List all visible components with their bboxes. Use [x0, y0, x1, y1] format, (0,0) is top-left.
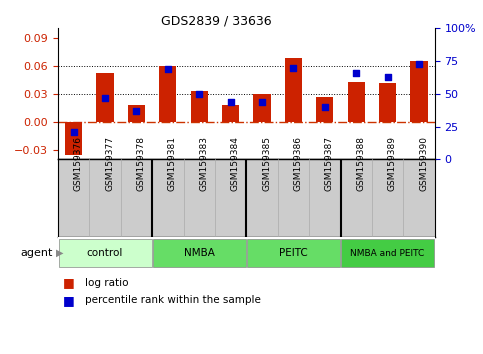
Text: percentile rank within the sample: percentile rank within the sample — [85, 295, 260, 305]
Text: log ratio: log ratio — [85, 278, 128, 288]
Bar — [254, 94, 270, 122]
Text: agent: agent — [21, 248, 53, 258]
Point — [195, 91, 203, 97]
Bar — [411, 61, 427, 122]
Bar — [128, 105, 145, 122]
Bar — [316, 97, 333, 122]
Text: GSM159376: GSM159376 — [73, 136, 83, 191]
Text: control: control — [87, 248, 123, 258]
Bar — [159, 66, 176, 122]
Text: GSM159383: GSM159383 — [199, 136, 208, 191]
Point — [384, 74, 392, 80]
Bar — [222, 105, 239, 122]
Text: ■: ■ — [63, 276, 74, 289]
Point — [258, 99, 266, 104]
Text: GSM159377: GSM159377 — [105, 136, 114, 191]
Bar — [247, 239, 340, 268]
Bar — [285, 58, 302, 122]
Text: GSM159387: GSM159387 — [325, 136, 334, 191]
Text: NMBA and PEITC: NMBA and PEITC — [351, 249, 425, 258]
Bar — [379, 82, 396, 122]
Point — [101, 95, 109, 101]
Point — [70, 129, 78, 135]
Point — [227, 99, 235, 104]
Text: PEITC: PEITC — [279, 248, 308, 258]
Point — [133, 108, 141, 114]
Text: GSM159378: GSM159378 — [137, 136, 145, 191]
Text: ▶: ▶ — [56, 248, 63, 258]
Text: GSM159385: GSM159385 — [262, 136, 271, 191]
Point — [353, 70, 360, 76]
Text: NMBA: NMBA — [184, 248, 214, 258]
Bar — [65, 122, 82, 155]
Title: GDS2839 / 33636: GDS2839 / 33636 — [161, 14, 271, 27]
Bar — [58, 239, 152, 268]
Text: GSM159384: GSM159384 — [231, 136, 240, 191]
Bar — [348, 82, 365, 122]
Text: GSM159386: GSM159386 — [294, 136, 302, 191]
Text: GSM159390: GSM159390 — [419, 136, 428, 191]
Point — [290, 65, 298, 70]
Point — [415, 61, 423, 67]
Bar — [191, 91, 208, 122]
Text: GSM159389: GSM159389 — [387, 136, 397, 191]
Bar — [341, 239, 434, 268]
Point — [321, 104, 328, 110]
Text: GSM159381: GSM159381 — [168, 136, 177, 191]
Bar — [97, 73, 114, 122]
Text: ■: ■ — [63, 294, 74, 307]
Point — [164, 66, 172, 72]
Text: GSM159388: GSM159388 — [356, 136, 365, 191]
Bar — [153, 239, 246, 268]
